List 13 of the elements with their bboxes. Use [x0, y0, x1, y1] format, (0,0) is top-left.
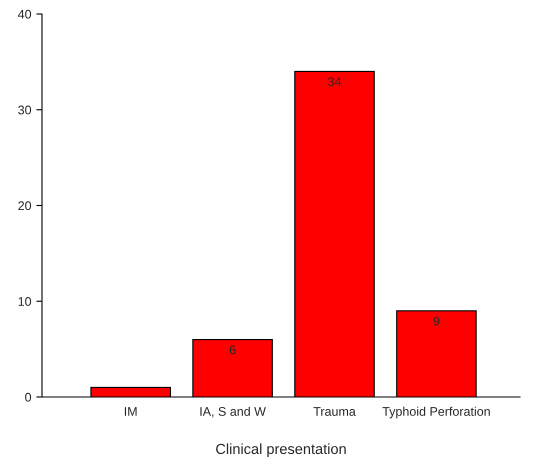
y-tick-label: 20 [18, 201, 32, 210]
data-label: 34 [328, 77, 342, 86]
y-tick-label: 0 [25, 392, 32, 402]
y-tick-label: 40 [18, 10, 32, 19]
x-tick-label: Typhoid Perforation [382, 406, 490, 418]
y-tick-label: 30 [18, 106, 32, 114]
x-axis-title: Clinical presentation [216, 443, 346, 457]
y-tick-label: 10 [18, 297, 32, 306]
data-label: 6 [230, 345, 236, 354]
x-tick-label: IM [124, 407, 137, 416]
x-tick-label: Trauma [313, 407, 356, 416]
x-tick-label: IA, S and W [200, 406, 266, 418]
data-label: 9 [434, 316, 440, 326]
